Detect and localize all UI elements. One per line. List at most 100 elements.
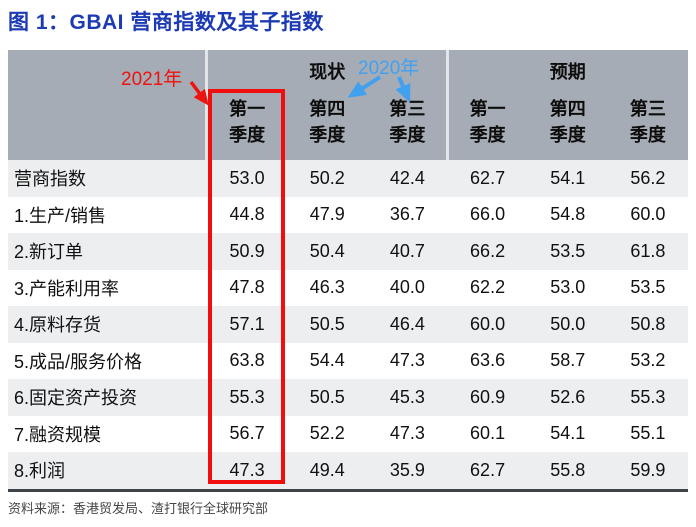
annotation-2021-label: 2021年 xyxy=(121,69,183,90)
cell-value: 50.8 xyxy=(630,313,666,334)
row-label: 7.融资规模 xyxy=(14,424,102,445)
header-spacer xyxy=(8,94,207,160)
cell-value: 55.1 xyxy=(630,423,666,444)
col-header-line: 季度 xyxy=(629,125,666,145)
cell-value: 56.7 xyxy=(229,423,265,444)
col-header-q3-current: 第三 季度 xyxy=(367,94,447,160)
cell-value: 56.2 xyxy=(630,167,666,188)
cell-value: 59.9 xyxy=(630,459,666,480)
table-body: 营商指数 53.0 50.2 42.4 62.7 54.1 56.2 1.生产/销售 44.8 4… xyxy=(8,160,688,492)
cell-value: 53.0 xyxy=(550,277,586,298)
cell-value: 60.0 xyxy=(470,313,506,334)
col-header-line: 季度 xyxy=(309,125,346,145)
col-header-line: 第三 xyxy=(389,99,426,119)
table-row: 8.利润 47.3 49.4 35.9 62.7 55.8 59.9 xyxy=(8,452,688,489)
table-row: 6.固定资产投资 55.3 50.5 45.3 60.9 52.6 55.3 xyxy=(8,379,688,416)
cell-value: 47.3 xyxy=(389,350,425,371)
col-header-line: 第三 xyxy=(629,99,666,119)
cell-value: 49.4 xyxy=(309,459,345,480)
cell-value: 61.8 xyxy=(630,240,666,261)
annotation-2020-label: 2020年 xyxy=(358,58,420,79)
col-header-line: 第一 xyxy=(469,99,506,119)
column-header-row: 第一 季度 第四 季度 第三 季度 第一 季度 第四 季度 第三 季度 xyxy=(8,94,688,160)
cell-value: 36.7 xyxy=(389,204,425,225)
cell-value: 58.7 xyxy=(550,350,586,371)
group-header-expected: 预期 xyxy=(549,62,586,82)
cell-value: 50.0 xyxy=(550,313,586,334)
col-header-q4-current: 第四 季度 xyxy=(287,94,367,160)
column-group-row: 现状 预期 xyxy=(8,50,688,94)
cell-value: 62.7 xyxy=(470,459,506,480)
row-label: 8.利润 xyxy=(14,461,66,482)
cell-value: 62.2 xyxy=(470,277,506,298)
cell-value: 53.2 xyxy=(630,350,666,371)
table-header: 现状 预期 第一 季度 第四 季度 第三 季度 第一 季度 第四 季 xyxy=(8,50,688,160)
cell-value: 53.5 xyxy=(630,277,666,298)
row-label: 2.新订单 xyxy=(14,242,84,263)
col-header-line: 季度 xyxy=(469,125,506,145)
table-row: 7.融资规模 56.7 52.2 47.3 60.1 54.1 55.1 xyxy=(8,415,688,452)
row-label: 5.成品/服务价格 xyxy=(14,351,143,372)
col-header-line: 季度 xyxy=(389,125,426,145)
cell-value: 60.1 xyxy=(470,423,506,444)
row-label: 6.固定资产投资 xyxy=(14,388,138,409)
cell-value: 52.2 xyxy=(309,423,345,444)
col-header-line: 第四 xyxy=(549,99,586,119)
cell-value: 47.3 xyxy=(229,459,265,480)
header-divider xyxy=(446,50,449,160)
cell-value: 47.9 xyxy=(309,204,345,225)
cell-value: 47.3 xyxy=(389,423,425,444)
cell-value: 55.3 xyxy=(229,386,265,407)
cell-value: 54.8 xyxy=(550,204,586,225)
cell-value: 42.4 xyxy=(389,167,425,188)
table-row: 3.产能利用率 47.8 46.3 40.0 62.2 53.0 53.5 xyxy=(8,269,688,306)
cell-value: 55.3 xyxy=(630,386,666,407)
cell-value: 53.0 xyxy=(229,167,265,188)
col-header-q4-expected: 第四 季度 xyxy=(528,94,608,160)
cell-value: 54.1 xyxy=(550,167,586,188)
cell-value: 40.7 xyxy=(389,240,425,261)
col-header-q1-expected: 第一 季度 xyxy=(447,94,527,160)
table-row: 营商指数 53.0 50.2 42.4 62.7 54.1 56.2 xyxy=(8,160,688,197)
cell-value: 50.4 xyxy=(309,240,345,261)
cell-value: 50.2 xyxy=(309,167,345,188)
table-row: 1.生产/销售 44.8 47.9 36.7 66.0 54.8 60.0 xyxy=(8,196,688,233)
source-note: 资料来源：香港贸发局、渣打银行全球研究部 xyxy=(8,501,269,516)
col-header-line: 季度 xyxy=(549,125,586,145)
cell-value: 45.3 xyxy=(389,386,425,407)
cell-value: 46.4 xyxy=(389,313,425,334)
header-divider xyxy=(205,50,208,160)
cell-value: 50.5 xyxy=(309,386,345,407)
group-header-current: 现状 xyxy=(309,62,346,82)
col-header-line: 第一 xyxy=(229,99,266,119)
cell-value: 57.1 xyxy=(229,313,265,334)
cell-value: 63.8 xyxy=(229,350,265,371)
cell-value: 35.9 xyxy=(389,459,425,480)
cell-value: 54.1 xyxy=(550,423,586,444)
cell-value: 66.0 xyxy=(470,204,506,225)
cell-value: 47.8 xyxy=(229,277,265,298)
cell-value: 62.7 xyxy=(470,167,506,188)
table-row: 4.原料存货 57.1 50.5 46.4 60.0 50.0 50.8 xyxy=(8,306,688,343)
col-header-line: 季度 xyxy=(229,125,266,145)
cell-value: 50.9 xyxy=(229,240,265,261)
col-header-q3-expected: 第三 季度 xyxy=(608,94,688,160)
cell-value: 53.5 xyxy=(550,240,586,261)
cell-value: 40.0 xyxy=(389,277,425,298)
gbai-index-table: 现状 预期 第一 季度 第四 季度 第三 季度 第一 季度 第四 季 xyxy=(8,50,688,492)
cell-value: 60.9 xyxy=(470,386,506,407)
cell-value: 54.4 xyxy=(309,350,345,371)
col-header-line: 第四 xyxy=(309,99,346,119)
cell-value: 60.0 xyxy=(630,204,666,225)
col-header-q1-current: 第一 季度 xyxy=(207,94,287,160)
cell-value: 63.6 xyxy=(470,350,506,371)
figure-title: 图 1：GBAI 营商指数及其子指数 xyxy=(8,11,324,34)
cell-value: 46.3 xyxy=(309,277,345,298)
row-label: 1.生产/销售 xyxy=(14,205,107,226)
table-row: 5.成品/服务价格 63.8 54.4 47.3 63.6 58.7 53.2 xyxy=(8,342,688,379)
row-label: 营商指数 xyxy=(14,169,86,190)
cell-value: 50.5 xyxy=(309,313,345,334)
cell-value: 44.8 xyxy=(229,204,265,225)
cell-value: 66.2 xyxy=(470,240,506,261)
